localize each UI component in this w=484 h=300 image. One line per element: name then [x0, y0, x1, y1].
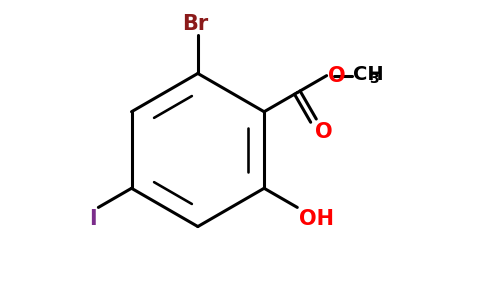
Text: CH: CH	[352, 65, 383, 84]
Text: 3: 3	[369, 72, 378, 86]
Text: I: I	[89, 209, 97, 229]
Text: Br: Br	[182, 14, 208, 34]
Text: O: O	[328, 66, 346, 86]
Text: O: O	[315, 122, 333, 142]
Text: OH: OH	[299, 209, 334, 229]
